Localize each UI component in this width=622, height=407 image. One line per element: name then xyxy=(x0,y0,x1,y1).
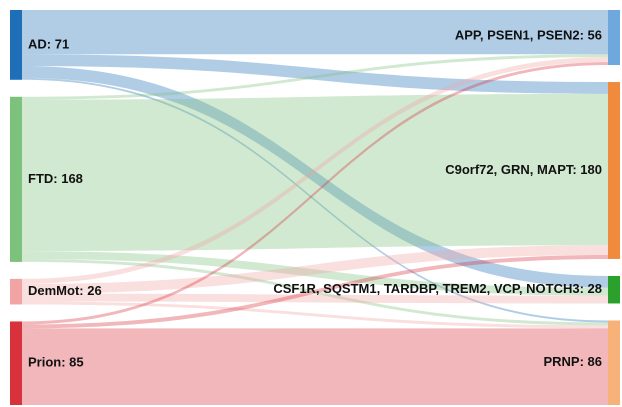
node-label: PRNP: 86 xyxy=(543,354,602,369)
link xyxy=(22,258,608,326)
node xyxy=(10,10,22,80)
labels: AD: 71 FTD: 168 DemMot: 26 Prion: 85 APP, PS… xyxy=(28,27,602,369)
link xyxy=(22,93,608,252)
node xyxy=(10,96,22,262)
link xyxy=(22,293,608,304)
link xyxy=(22,245,608,294)
link xyxy=(22,77,608,323)
link xyxy=(22,251,608,296)
node-label: Prion: 85 xyxy=(28,355,84,370)
link xyxy=(22,62,608,325)
links xyxy=(22,10,608,405)
node xyxy=(608,10,620,66)
node xyxy=(608,275,620,304)
node-label: DemMot: 26 xyxy=(28,283,102,298)
link xyxy=(22,54,608,94)
link xyxy=(22,57,608,284)
node-label: C9orf72, GRN, MAPT: 180 xyxy=(445,162,602,177)
link xyxy=(22,301,608,329)
node xyxy=(10,278,22,305)
node xyxy=(608,82,620,259)
link xyxy=(22,66,608,288)
nodes xyxy=(10,10,620,405)
link xyxy=(22,328,608,405)
link xyxy=(22,10,608,55)
node xyxy=(10,321,22,405)
node-label: CSF1R, SQSTM1, TARDBP, TREM2, VCP, NOTCH… xyxy=(273,281,602,296)
node xyxy=(608,320,620,405)
node-label: AD: 71 xyxy=(28,36,69,51)
link xyxy=(22,54,608,100)
node-label: APP, PSEN1, PSEN2: 56 xyxy=(455,27,602,42)
link xyxy=(22,255,608,329)
node-label: FTD: 168 xyxy=(28,171,83,186)
